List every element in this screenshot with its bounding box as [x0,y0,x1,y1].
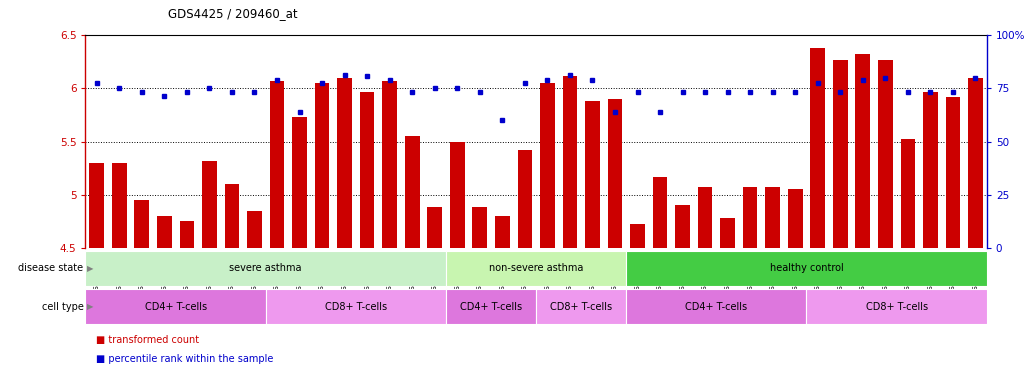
Text: disease state: disease state [19,263,83,273]
Bar [626,289,806,324]
Bar [811,48,825,248]
Bar [517,150,533,248]
Bar [923,92,937,248]
Bar [946,97,960,248]
Bar [225,184,239,248]
Bar [405,136,419,248]
Bar [247,210,262,248]
Bar [833,60,848,248]
Bar [585,101,599,248]
Text: CD8+ T-cells: CD8+ T-cells [550,302,612,312]
Bar [697,187,713,248]
Bar [446,251,626,286]
Text: GDS4425 / 209460_at: GDS4425 / 209460_at [168,7,298,20]
Bar [878,60,893,248]
Bar [157,216,172,248]
Text: ▶: ▶ [87,264,93,273]
Bar [495,216,510,248]
Bar [450,142,465,248]
Text: CD8+ T-cells: CD8+ T-cells [865,302,928,312]
Text: healthy control: healthy control [769,263,844,273]
Bar [135,200,149,248]
Bar [788,189,802,248]
Bar [446,289,536,324]
Text: CD4+ T-cells: CD4+ T-cells [144,302,207,312]
Bar [112,163,127,248]
Bar [337,78,352,248]
Bar [743,187,757,248]
Bar [382,81,397,248]
Text: severe asthma: severe asthma [230,263,302,273]
Text: ■ transformed count: ■ transformed count [96,335,199,345]
Bar [765,187,780,248]
Text: cell type: cell type [41,302,83,312]
Bar [540,83,555,248]
Bar [359,92,375,248]
Bar [85,251,446,286]
Bar [270,81,284,248]
Bar [266,289,446,324]
Bar [900,139,916,248]
Text: CD4+ T-cells: CD4+ T-cells [460,302,522,312]
Text: non-severe asthma: non-severe asthma [489,263,583,273]
Bar [720,218,735,248]
Text: ■ percentile rank within the sample: ■ percentile rank within the sample [96,354,273,364]
Bar [536,289,626,324]
Bar [427,207,442,248]
Bar [90,163,104,248]
Text: CD8+ T-cells: CD8+ T-cells [324,302,387,312]
Bar [968,78,983,248]
Bar [473,207,487,248]
Bar [653,177,667,248]
Bar [315,83,330,248]
Bar [626,251,987,286]
Bar [293,117,307,248]
Bar [562,76,577,248]
Bar [85,289,266,324]
Bar [856,55,870,248]
Bar [806,289,987,324]
Text: ▶: ▶ [87,302,93,311]
Bar [202,161,216,248]
Text: CD4+ T-cells: CD4+ T-cells [685,302,748,312]
Bar [179,221,195,248]
Bar [608,99,622,248]
Bar [630,224,645,248]
Bar [676,205,690,248]
